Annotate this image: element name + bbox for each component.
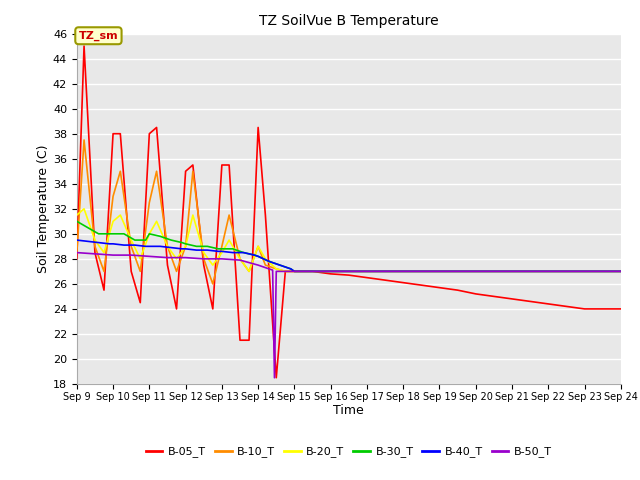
Legend: B-05_T, B-10_T, B-20_T, B-30_T, B-40_T, B-50_T: B-05_T, B-10_T, B-20_T, B-30_T, B-40_T, … — [141, 442, 556, 462]
Y-axis label: Soil Temperature (C): Soil Temperature (C) — [37, 144, 50, 273]
X-axis label: Time: Time — [333, 405, 364, 418]
Title: TZ SoilVue B Temperature: TZ SoilVue B Temperature — [259, 14, 438, 28]
Text: TZ_sm: TZ_sm — [79, 31, 118, 41]
